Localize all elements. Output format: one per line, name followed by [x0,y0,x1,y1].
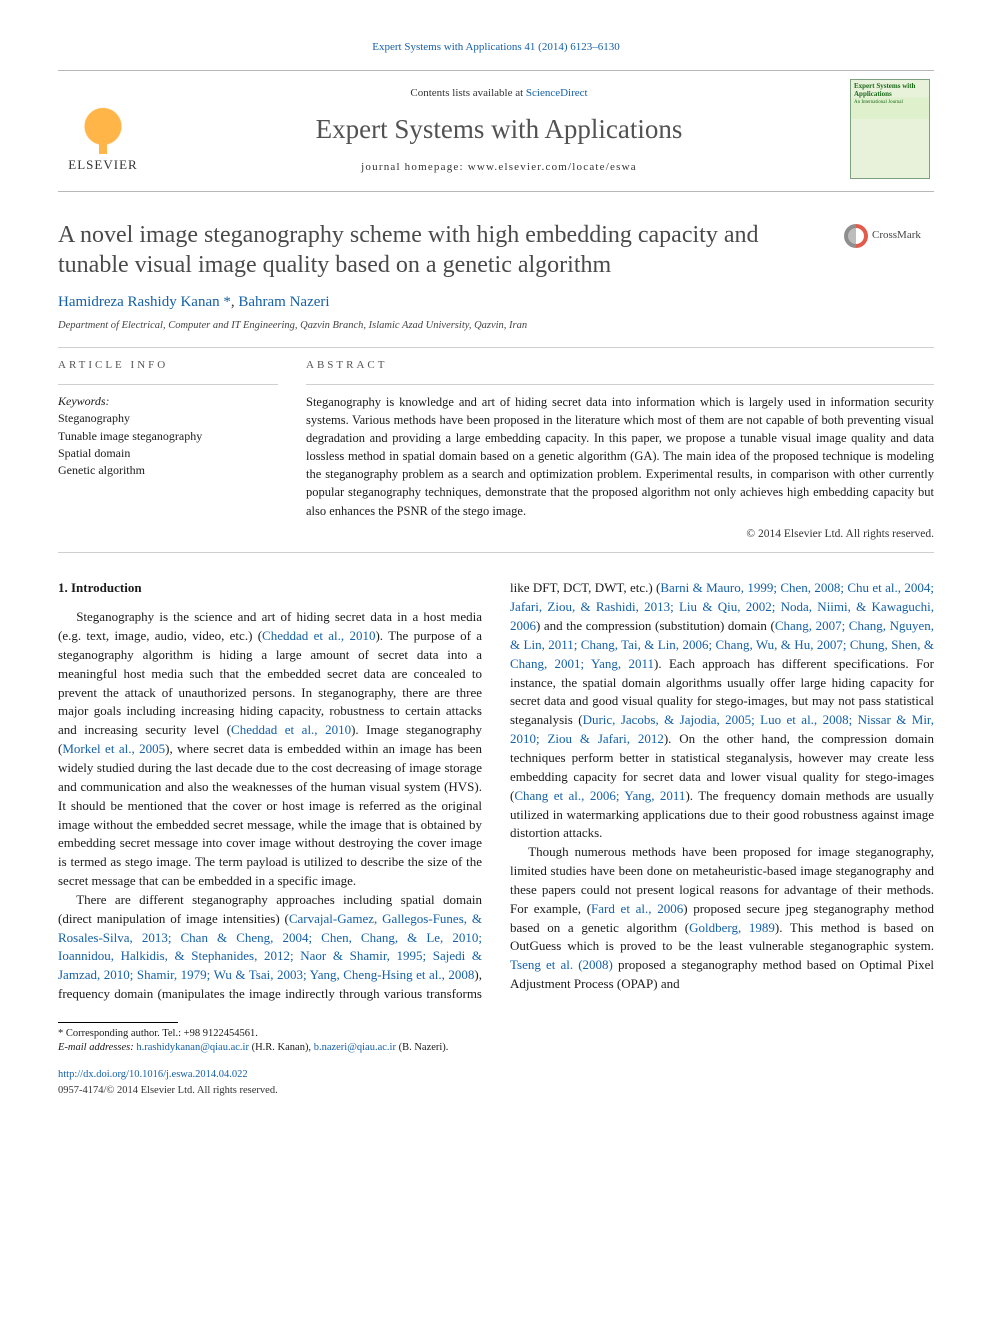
doi-block: http://dx.doi.org/10.1016/j.eswa.2014.04… [58,1067,934,1097]
top-citation: Expert Systems with Applications 41 (201… [58,40,934,56]
author-1-link[interactable]: Hamidreza Rashidy Kanan [58,294,220,310]
crossmark-badge[interactable]: CrossMark [844,224,934,248]
divider [58,552,934,553]
footnotes: * Corresponding author. Tel.: +98 912245… [58,1027,934,1055]
article-info-column: ARTICLE INFO Keywords: Steganography Tun… [58,358,278,542]
abstract-column: ABSTRACT Steganography is knowledge and … [306,358,934,542]
keyword: Spatial domain [58,445,278,462]
body-text: ), where secret data is embedded within … [58,741,482,888]
divider [58,347,934,348]
publisher-block: ELSEVIER [58,88,148,175]
keyword: Genetic algorithm [58,462,278,479]
citation-link[interactable]: Tseng et al. (2008) [510,957,613,972]
section-heading: 1. Introduction [58,579,482,598]
issn-copyright: 0957-4174/© 2014 Elsevier Ltd. All right… [58,1083,934,1098]
article-info-heading: ARTICLE INFO [58,358,278,374]
abstract-copyright: © 2014 Elsevier Ltd. All rights reserved… [306,526,934,543]
footnote-rule [58,1022,178,1023]
corresponding-note: * Corresponding author. Tel.: +98 912245… [58,1027,934,1041]
elsevier-tree-icon [71,88,135,152]
journal-cover-thumb: Expert Systems with Applications An Inte… [850,79,934,183]
email-label: E-mail addresses: [58,1042,136,1053]
body-paragraph: Steganography is the science and art of … [58,608,482,891]
affiliation: Department of Electrical, Computer and I… [58,318,934,333]
divider [58,384,278,385]
keywords-label: Keywords: [58,393,278,410]
corresponding-mark[interactable]: * [223,294,231,310]
publisher-wordmark: ELSEVIER [68,156,137,175]
cover-title: Expert Systems with Applications [854,83,926,98]
author-2-link[interactable]: Bahram Nazeri [238,294,329,310]
keyword: Steganography [58,410,278,427]
email-link[interactable]: h.rashidykanan@qiau.ac.ir [136,1042,249,1053]
crossmark-icon [844,224,868,248]
divider [306,384,934,385]
sciencedirect-link[interactable]: ScienceDirect [526,87,588,99]
citation-link[interactable]: Chang et al., 2006; Yang, 2011 [514,788,685,803]
doi-link[interactable]: http://dx.doi.org/10.1016/j.eswa.2014.04… [58,1069,248,1080]
citation-link[interactable]: Goldberg, 1989 [689,920,775,935]
citation-link[interactable]: Cheddad et al., 2010 [231,722,351,737]
citation-link[interactable]: Fard et al., 2006 [591,901,683,916]
crossmark-label: CrossMark [872,228,921,244]
contents-prefix: Contents lists available at [410,87,525,99]
journal-name: Expert Systems with Applications [158,110,840,149]
abstract-text: Steganography is knowledge and art of hi… [306,393,934,520]
citation-link[interactable]: Cheddad et al., 2010 [262,628,375,643]
email-who: (B. Nazeri). [396,1042,448,1053]
authors-line: Hamidreza Rashidy Kanan *, Bahram Nazeri [58,292,934,314]
body-text: ). The purpose of a steganography algori… [58,628,482,737]
article-title: A novel image steganography scheme with … [58,220,828,280]
keyword: Tunable image steganography [58,428,278,445]
body-paragraph: Though numerous methods have been propos… [510,843,934,994]
body-text: ) and the compression (substitution) dom… [536,618,775,633]
journal-homepage: journal homepage: www.elsevier.com/locat… [158,160,840,176]
email-link[interactable]: b.nazeri@qiau.ac.ir [314,1042,396,1053]
journal-masthead: ELSEVIER Contents lists available at Sci… [58,70,934,192]
cover-subtitle: An International Journal [854,100,926,106]
abstract-heading: ABSTRACT [306,358,934,374]
article-body: 1. Introduction Steganography is the sci… [58,579,934,1004]
citation-link[interactable]: Morkel et al., 2005 [62,741,165,756]
email-who: (H.R. Kanan), [249,1042,314,1053]
contents-available-line: Contents lists available at ScienceDirec… [158,86,840,102]
